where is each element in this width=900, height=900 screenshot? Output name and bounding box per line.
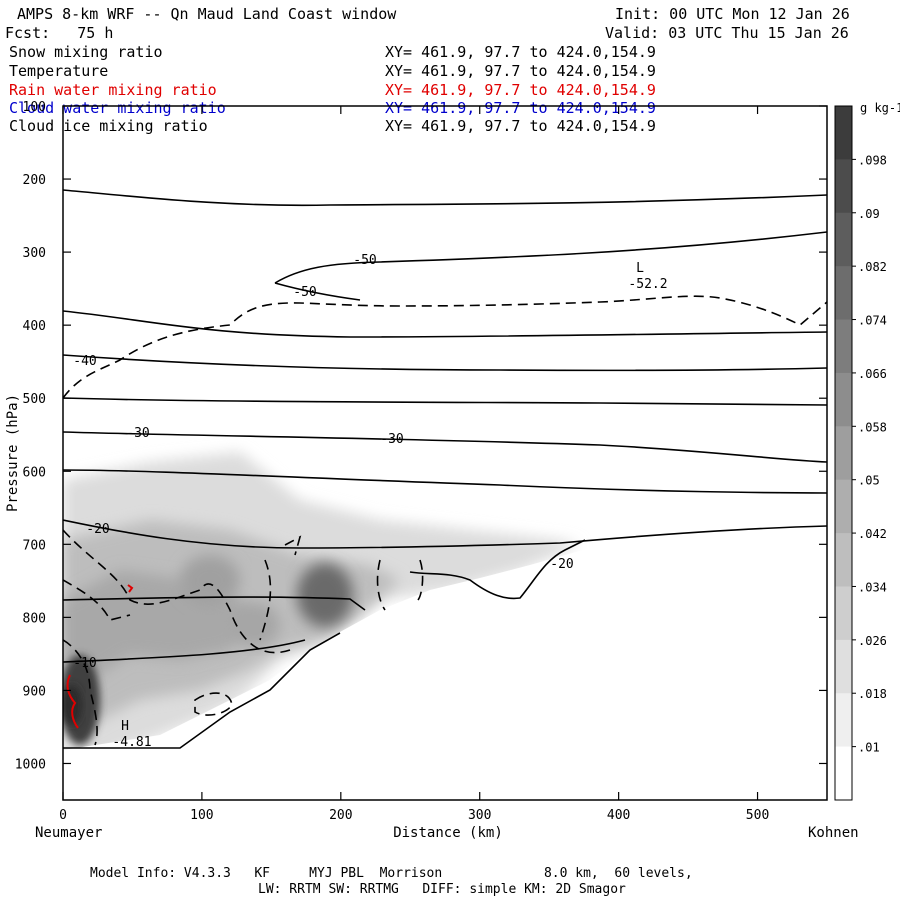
y-tick-label: 400 <box>23 319 46 334</box>
field-xy-rain: XY= 461.9, 97.7 to 424.0,154.9 <box>385 81 656 99</box>
y-tick-label: 700 <box>23 538 46 553</box>
x-tick-label: 200 <box>329 808 352 823</box>
x-tick-label: 300 <box>468 808 491 823</box>
y-axis: 100 200 300 400 500 600 700 800 900 1000 <box>15 100 827 772</box>
field-name-cloud-ice: Cloud ice mixing ratio <box>9 117 208 135</box>
colorbar-tick-label: .066 <box>858 367 887 381</box>
colorbar-swatch <box>835 106 852 160</box>
colorbar-tick-label: .05 <box>858 474 880 488</box>
contour-label: -40 <box>73 354 96 369</box>
colorbar-swatch <box>835 212 852 267</box>
colorbar-tick-label: .034 <box>858 580 887 594</box>
x-axis: 0 100 200 300 400 500 <box>59 106 769 823</box>
colorbar-swatch <box>835 639 852 694</box>
y-tick-label: 200 <box>23 173 46 188</box>
temperature-contours <box>63 189 827 749</box>
rain-water-contours <box>66 584 134 729</box>
x-tick-label: 500 <box>746 808 769 823</box>
model-info: Model Info: V4.3.3 KF MYJ PBL Morrison 8… <box>90 866 693 881</box>
colorbar-frame <box>834 105 853 801</box>
low-value: -52.2 <box>628 277 667 292</box>
plot-frame <box>62 105 828 801</box>
contour-label: -30 <box>380 432 403 447</box>
init-time: Init: 00 UTC Mon 12 Jan 26 <box>615 5 850 23</box>
low-symbol: L <box>636 261 644 276</box>
field-name-rain: Rain water mixing ratio <box>9 81 217 99</box>
contour-labels: -50 -50 -40 -30 -30 -20 -20 -10 L -52.2 … <box>73 253 667 750</box>
x-right-station: Kohnen <box>808 825 859 841</box>
field-name-cloud-water: Cloud water mixing ratio <box>9 99 226 117</box>
contour-label: -30 <box>126 426 149 441</box>
x-left-station: Neumayer <box>35 825 102 841</box>
x-tick-label: 400 <box>607 808 630 823</box>
colorbar-swatch <box>835 693 852 748</box>
colorbar-swatch <box>835 533 852 587</box>
field-xy-snow: XY= 461.9, 97.7 to 424.0,154.9 <box>385 43 656 61</box>
colorbar-tick-label: .098 <box>858 153 887 167</box>
model-physics: LW: RRTM SW: RRTMG DIFF: simple KM: 2D S… <box>258 882 626 897</box>
high-value: -4.81 <box>112 735 151 750</box>
colorbar: .098 .09 .082 .074 .066 .058 .05 .042 .034 .026 .0… <box>834 105 887 801</box>
snow-mixing-shading <box>63 452 827 800</box>
colorbar-tick-label: .09 <box>858 207 880 221</box>
y-tick-label: 800 <box>23 611 46 626</box>
field-xy-cloud-water: XY= 461.9, 97.7 to 424.0,154.9 <box>385 99 656 117</box>
field-xy-cloud-ice: XY= 461.9, 97.7 to 424.0,154.9 <box>385 117 656 135</box>
y-tick-label: 1000 <box>15 757 46 772</box>
colorbar-swatch <box>835 746 852 801</box>
contour-label: -50 <box>353 253 376 268</box>
contour-label: -20 <box>550 557 573 572</box>
y-tick-label: 100 <box>23 100 46 115</box>
colorbar-swatch <box>835 426 852 481</box>
x-tick-label: 100 <box>190 808 213 823</box>
x-axis-title: Distance (km) <box>393 825 503 841</box>
x-tick-label: 0 <box>59 808 67 823</box>
colorbar-tick-label: .026 <box>858 634 887 648</box>
chart-title: AMPS 8-km WRF -- Qn Maud Land Coast wind… <box>17 5 397 23</box>
colorbar-tick-label: .082 <box>858 260 887 274</box>
y-tick-label: 600 <box>23 465 46 480</box>
colorbar-swatch <box>835 479 852 534</box>
y-tick-label: 300 <box>23 246 46 261</box>
colorbar-unit: g kg-1 <box>860 101 900 115</box>
contour-label: -20 <box>86 522 109 537</box>
colorbar-tick-label: .01 <box>858 741 880 755</box>
y-tick-label: 500 <box>23 392 46 407</box>
y-tick-label: 900 <box>23 684 46 699</box>
forecast-hour: Fcst: 75 h <box>5 24 114 42</box>
colorbar-swatch <box>835 372 852 427</box>
field-xy-temperature: XY= 461.9, 97.7 to 424.0,154.9 <box>385 62 656 80</box>
colorbar-swatch <box>835 159 852 214</box>
y-axis-title: Pressure (hPa) <box>5 394 21 512</box>
field-name-temperature: Temperature <box>9 62 109 80</box>
contour-label: -10 <box>73 656 96 671</box>
colorbar-swatch <box>835 266 852 321</box>
colorbar-tick-label: .058 <box>858 420 887 434</box>
high-symbol: H <box>121 719 129 734</box>
field-name-snow: Snow mixing ratio <box>9 43 163 61</box>
colorbar-tick-label: .042 <box>858 527 887 541</box>
colorbar-tick-label: .074 <box>858 314 887 328</box>
cloud-ice-contours <box>63 295 827 746</box>
colorbar-swatch <box>835 586 852 641</box>
colorbar-swatch <box>835 319 852 374</box>
valid-time: Valid: 03 UTC Thu 15 Jan 26 <box>605 24 849 42</box>
colorbar-tick-label: .018 <box>858 687 887 701</box>
contour-label: -50 <box>293 285 316 300</box>
